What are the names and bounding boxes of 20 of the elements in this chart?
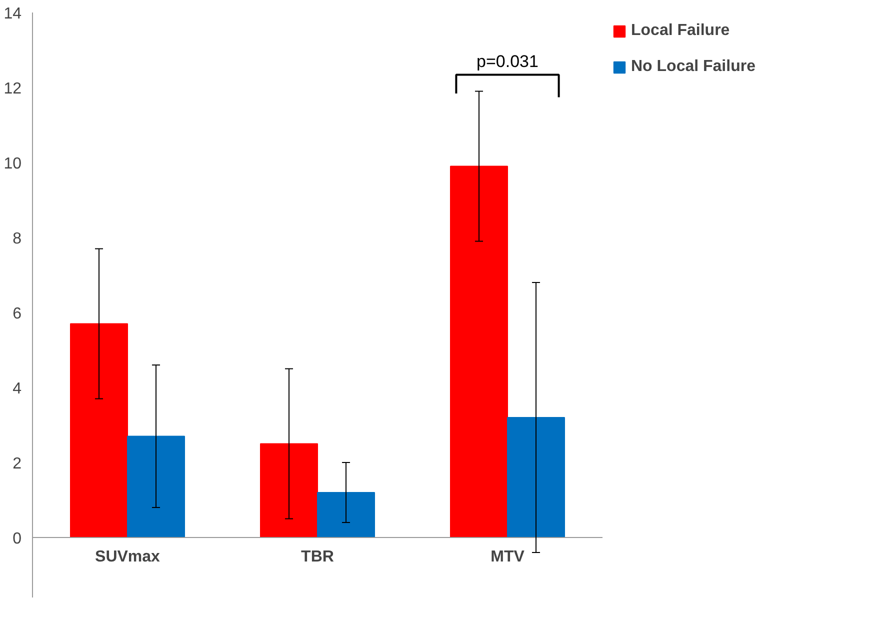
y-tick-label: 4 [12,380,22,398]
bar [70,323,128,538]
x-tick-label: SUVmax [95,548,160,566]
y-tick-label: 8 [12,230,22,248]
legend-label: Local Failure [631,22,730,40]
bar [450,166,508,538]
y-tick-label: 2 [12,456,22,472]
y-tick-label: 6 [12,306,22,322]
bar [127,436,185,538]
bar [507,417,565,538]
y-tick-label: 10 [4,156,22,172]
legend-label: No Local Failure [631,58,756,76]
x-tick-label: MTV [490,548,525,566]
y-tick-label: 12 [4,80,22,98]
annotation: p=0.031 [476,52,538,71]
bar [260,443,318,538]
bar [317,492,375,538]
x-tick-label: TBR [301,548,334,566]
y-tick-label: 0 [12,530,22,548]
y-tick-label: 14 [4,6,22,22]
